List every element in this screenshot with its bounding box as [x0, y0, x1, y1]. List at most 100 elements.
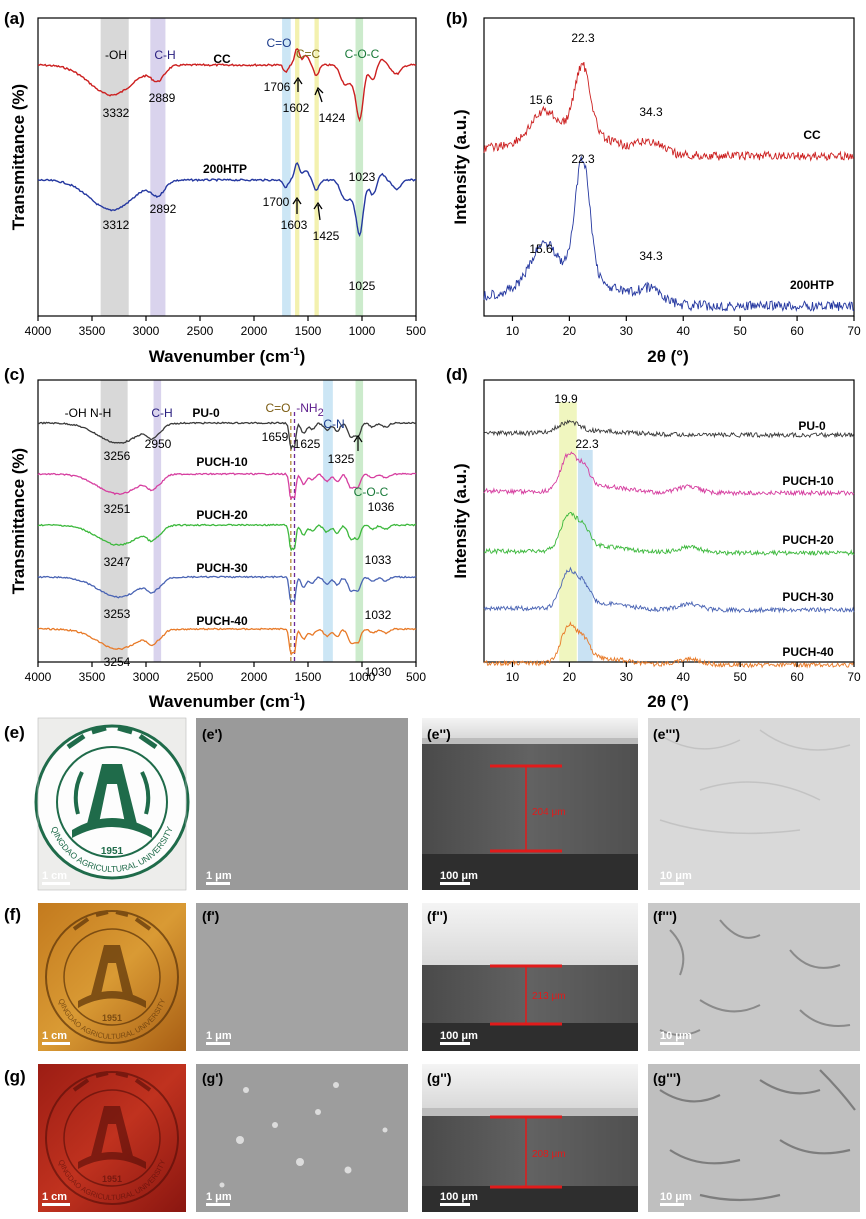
chart-c-ylabel: Transmittance (%) [9, 448, 28, 594]
chart-b: 10 20 30 40 50 60 70 (b) Intensity (a.u.) 2θ (… [446, 9, 861, 366]
row-e: 1951 QINGDAO AGRICULTURAL UNIVERSITY [34, 717, 860, 891]
band-c-co-label: C=O [265, 401, 290, 415]
peak-a-htp-1: 2892 [150, 202, 177, 216]
peak-c-30-1: 1032 [365, 608, 392, 622]
scale-g-cm: 1 cm [42, 1191, 67, 1203]
series-a-200htp-line [37, 162, 417, 237]
peak-c-10-0: 3251 [104, 502, 131, 516]
x-tick-label: 60 [790, 324, 804, 338]
x-tick-label: 500 [406, 324, 426, 338]
peak-a-htp-5: 1025 [349, 279, 376, 293]
x-tick-label: 1500 [295, 324, 322, 338]
peak-a-cc-3: 1602 [283, 101, 310, 115]
thickness-marker-e [490, 764, 562, 853]
chart-d-bands [559, 402, 593, 662]
peak-c-pu0-1: 2950 [145, 437, 172, 451]
band-c-ohnh-label: -OH N-H [65, 406, 112, 420]
chart-c-series [37, 421, 417, 656]
band-c-cn [323, 380, 333, 662]
row-g: 1951 QINGDAO AGRICULTURAL UNIVERSITY [38, 1064, 860, 1212]
scale-f2: 100 μm [440, 1030, 478, 1042]
panel-d-tag: (d) [446, 365, 468, 384]
x-tick-label: 3500 [79, 670, 106, 684]
scale-e2: 100 μm [440, 870, 478, 882]
peak-d-0: 19.9 [554, 392, 578, 406]
band-d-199 [559, 402, 577, 662]
band-c-ch [153, 380, 162, 662]
panel-f2-tag: (f'') [427, 908, 448, 924]
panel-g3-tag: (g''') [653, 1070, 681, 1086]
chart-d-xlabel: 2θ (°) [647, 692, 689, 711]
x-tick-label: 60 [790, 670, 804, 684]
scale-g2: 100 μm [440, 1191, 478, 1203]
series-d-line-0 [483, 419, 855, 439]
x-tick-label: 3000 [133, 324, 160, 338]
chart-b-ticks: 10 20 30 40 50 60 70 [506, 316, 861, 338]
series-c-pu0-name: PU-0 [192, 406, 220, 420]
chart-a: 4000 3500 3000 2500 2000 1500 1000 500 (a) Tran… [4, 9, 426, 366]
sem-f1-surface [196, 903, 408, 1051]
peak-b-htp-1: 22.3 [571, 152, 595, 166]
chart-a-cc-arrows [293, 76, 324, 103]
x-tick-label: 40 [677, 324, 691, 338]
series-d-puch30-name: PUCH-30 [782, 590, 834, 604]
peak-a-htp-2: 1700 [263, 195, 290, 209]
peak-a-cc-2: 1706 [264, 80, 291, 94]
peak-a-htp-4: 1425 [313, 229, 340, 243]
row-f: 1951 QINGDAO AGRICULTURAL UNIVERSITY [38, 903, 860, 1051]
peak-a-cc-5: 1023 [349, 170, 376, 184]
thickness-marker-g [490, 1115, 562, 1189]
scale-e1: 1 μm [206, 870, 232, 882]
series-b-cc-line [483, 61, 855, 162]
series-c-line-2 [37, 523, 417, 552]
peak-a-cc-0: 3332 [103, 106, 130, 120]
band-c-ch-label: C-H [151, 406, 172, 420]
photo-f-film [38, 903, 186, 1051]
chart-a-frame [37, 17, 417, 317]
band-c-nh2-label: -NH2 [296, 401, 323, 419]
sem-f3-fracture [648, 903, 860, 1051]
chart-d: 10 20 30 40 50 60 70 (d) Intensity (a.u.) 2θ (… [446, 365, 861, 711]
series-d-line-4 [483, 621, 855, 669]
logo-e-year: 1951 [101, 846, 124, 857]
panel-e1-tag: (e') [202, 726, 222, 742]
photo-g-film [38, 1064, 186, 1212]
band-d-223 [577, 450, 593, 662]
peak-a-htp-0: 3312 [103, 218, 130, 232]
series-c-puch40-name: PUCH-40 [196, 614, 248, 628]
x-tick-label: 50 [733, 324, 747, 338]
series-d-line-3 [483, 566, 855, 614]
chart-c-xlabel: Wavenumber (cm-1) [149, 691, 306, 711]
x-tick-label: 70 [847, 324, 861, 338]
peak-b-cc-0: 15.6 [529, 93, 553, 107]
series-d-line-1 [483, 451, 855, 497]
series-a-200htp-name: 200HTP [203, 162, 247, 176]
chart-b-ylabel: Intensity (a.u.) [451, 109, 470, 224]
series-c-puch30-name: PUCH-30 [196, 561, 248, 575]
scale-f1: 1 μm [206, 1030, 232, 1042]
chart-c-cn-arrow [353, 434, 363, 451]
series-c-puch10-name: PUCH-10 [196, 455, 248, 469]
band-a-co-label: C=O [266, 36, 291, 50]
scale-bars: 1 cm 1 μm 100 μm 10 μm 1 cm 1 μm 100 μm … [42, 870, 692, 1206]
sem-e3-fracture [648, 718, 860, 890]
x-tick-label: 2000 [241, 670, 268, 684]
panel-g1-tag: (g') [202, 1070, 223, 1086]
peak-c-20-0: 3247 [104, 555, 131, 569]
scale-g3: 10 μm [660, 1191, 692, 1203]
x-tick-label: 30 [620, 670, 634, 684]
x-tick-label: 2500 [187, 670, 214, 684]
panel-e2-tag: (e'') [427, 726, 451, 742]
logo-g-year: 1951 [102, 1174, 122, 1184]
series-c-line-3 [37, 575, 417, 604]
band-a-cc [295, 18, 300, 316]
x-tick-label: 10 [506, 324, 520, 338]
scale-e3: 10 μm [660, 870, 692, 882]
band-c-ohnh [100, 380, 128, 662]
panel-e3-tag: (e''') [653, 726, 680, 742]
series-d-line-2 [484, 511, 855, 557]
panel-e-tag: (e) [4, 723, 25, 742]
series-b-cc-name: CC [803, 128, 821, 142]
chart-d-ylabel: Intensity (a.u.) [451, 463, 470, 578]
series-c-puch20-name: PUCH-20 [196, 508, 248, 522]
